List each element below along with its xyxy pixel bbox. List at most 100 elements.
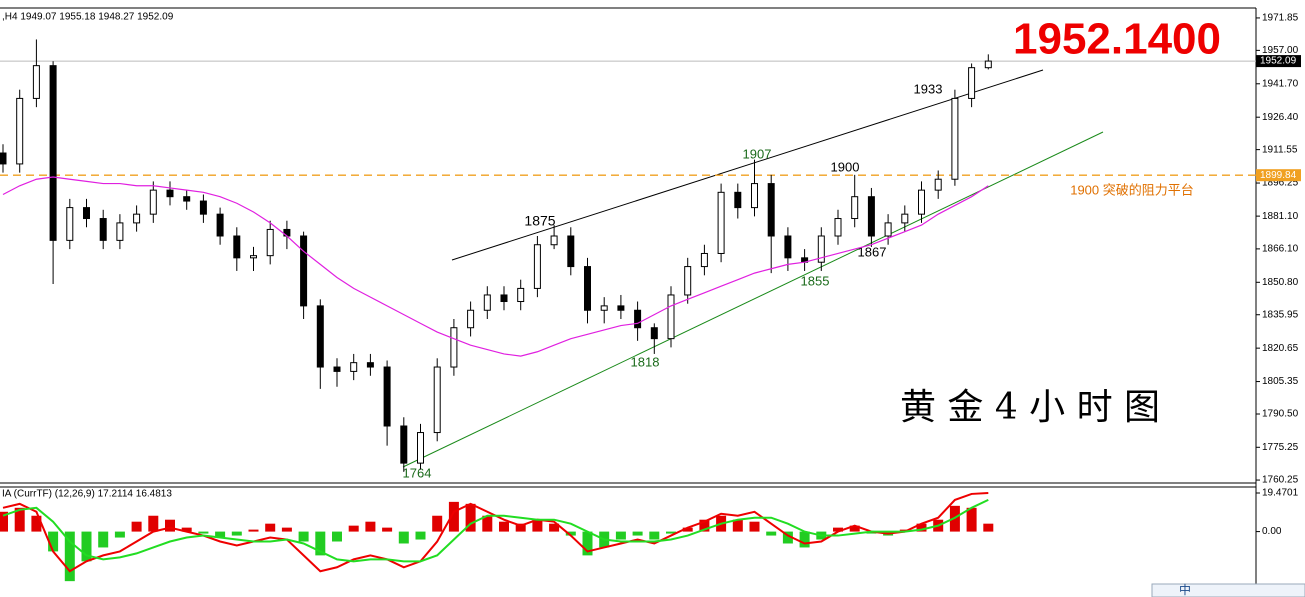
- y-tick-label: 1850.80: [1262, 277, 1299, 288]
- y-tick-label: 1866.10: [1262, 244, 1299, 255]
- candle-body: [400, 425, 408, 464]
- y-tick-label: 1926.40: [1262, 112, 1299, 123]
- candle-body: [383, 366, 391, 427]
- candle-body: [817, 235, 825, 263]
- macd-bar: [833, 527, 843, 532]
- candle-body: [500, 294, 508, 303]
- candle-body: [901, 213, 909, 224]
- macd-bar: [98, 531, 109, 548]
- y-tick-label: 1805.35: [1262, 376, 1299, 387]
- candle-body: [133, 213, 141, 224]
- y-tick-label: 1835.95: [1262, 309, 1299, 320]
- macd-bar: [48, 531, 59, 552]
- macd-bar: [365, 521, 376, 532]
- candle-body: [634, 309, 642, 329]
- annotation: 1764: [403, 465, 432, 480]
- candle-body: [183, 196, 191, 202]
- candle-body: [884, 222, 892, 237]
- ime-indicator[interactable]: 中: [1179, 582, 1191, 597]
- y-tick-label: 1941.70: [1262, 78, 1299, 89]
- macd-bar: [131, 521, 142, 532]
- candle-body: [918, 189, 925, 215]
- macd-bar: [499, 521, 509, 532]
- candle-body: [350, 362, 358, 372]
- macd-bar: [165, 519, 175, 532]
- macd-bar: [782, 531, 793, 544]
- macd-bar: [265, 523, 276, 532]
- candle-body: [684, 266, 692, 296]
- candle-body: [767, 183, 775, 237]
- candle-body: [149, 189, 157, 215]
- macd-bar: [682, 527, 693, 532]
- macd-bar: [699, 519, 710, 532]
- candle-body: [116, 222, 124, 241]
- trendline: [402, 131, 1104, 468]
- candle-body: [300, 235, 308, 307]
- macd-bar: [248, 529, 259, 532]
- annotation: 1875: [524, 213, 555, 229]
- macd-bar: [398, 531, 409, 544]
- macd-bar: [615, 531, 626, 540]
- macd-bar: [549, 523, 560, 532]
- big-price: 1952.1400: [1013, 15, 1221, 64]
- candle-body: [16, 97, 24, 165]
- candle-body: [584, 266, 591, 311]
- macd-bar: [181, 527, 192, 532]
- candle-body: [700, 252, 708, 268]
- macd-bar: [81, 531, 92, 562]
- resistance-note: 1900 突破的阻力平台: [1070, 182, 1194, 197]
- candle-body: [417, 432, 424, 464]
- y-tick-label: 1790.50: [1262, 409, 1299, 420]
- candle-body: [199, 200, 207, 215]
- annotation: 1855: [801, 273, 830, 288]
- level-label: 1899.84: [1260, 170, 1297, 181]
- candle-body: [934, 178, 942, 191]
- macd-bar: [231, 531, 242, 536]
- candle-body: [867, 196, 875, 237]
- candle-body: [650, 327, 658, 340]
- candle-body: [250, 255, 257, 259]
- candle-body: [751, 183, 758, 209]
- macd-bar: [565, 531, 576, 536]
- macd-bar: [482, 515, 493, 532]
- candle-body: [216, 213, 224, 237]
- candle-body: [517, 287, 525, 303]
- candle-body: [851, 196, 859, 220]
- candle-body: [99, 218, 107, 241]
- macd-bar: [649, 531, 660, 540]
- taskbar: [1151, 583, 1305, 597]
- macd-bar: [14, 507, 25, 532]
- macd-bar: [298, 531, 309, 542]
- y-tick-label: 1957.00: [1262, 45, 1299, 56]
- macd-bar: [315, 531, 326, 556]
- macd-bar: [64, 531, 75, 582]
- candle-body: [433, 366, 441, 434]
- indicator-label: IA (CurrTF) (12,26,9) 17.2114 16.4813: [2, 489, 172, 500]
- candle-body: [984, 60, 992, 69]
- candle-body: [667, 294, 675, 340]
- candle-body: [32, 65, 40, 99]
- y-tick-label: 1820.65: [1262, 343, 1299, 354]
- macd-bar: [114, 531, 125, 538]
- macd-bar: [515, 523, 526, 532]
- macd-bar: [215, 531, 226, 538]
- macd-bar: [849, 525, 860, 532]
- y-tick-label: 1971.85: [1262, 13, 1299, 24]
- macd-bar: [799, 531, 810, 548]
- candle-body: [600, 305, 608, 311]
- candle-body: [450, 327, 458, 368]
- annotation: 1900: [831, 159, 860, 174]
- macd-bar: [415, 531, 426, 540]
- candle-body: [333, 366, 341, 372]
- macd-signal: [2, 498, 989, 563]
- candle-body: [968, 67, 976, 99]
- macd-bar: [666, 531, 676, 534]
- chart-title: 黄 金 4 小 时 图: [900, 387, 1160, 428]
- macd-bar: [382, 527, 393, 532]
- y-tick-label: 1896.25: [1262, 178, 1299, 189]
- candle-body: [266, 228, 274, 257]
- macd-bar: [916, 523, 927, 532]
- y-tick-label: 1881.10: [1262, 211, 1299, 222]
- macd-bar: [31, 515, 42, 532]
